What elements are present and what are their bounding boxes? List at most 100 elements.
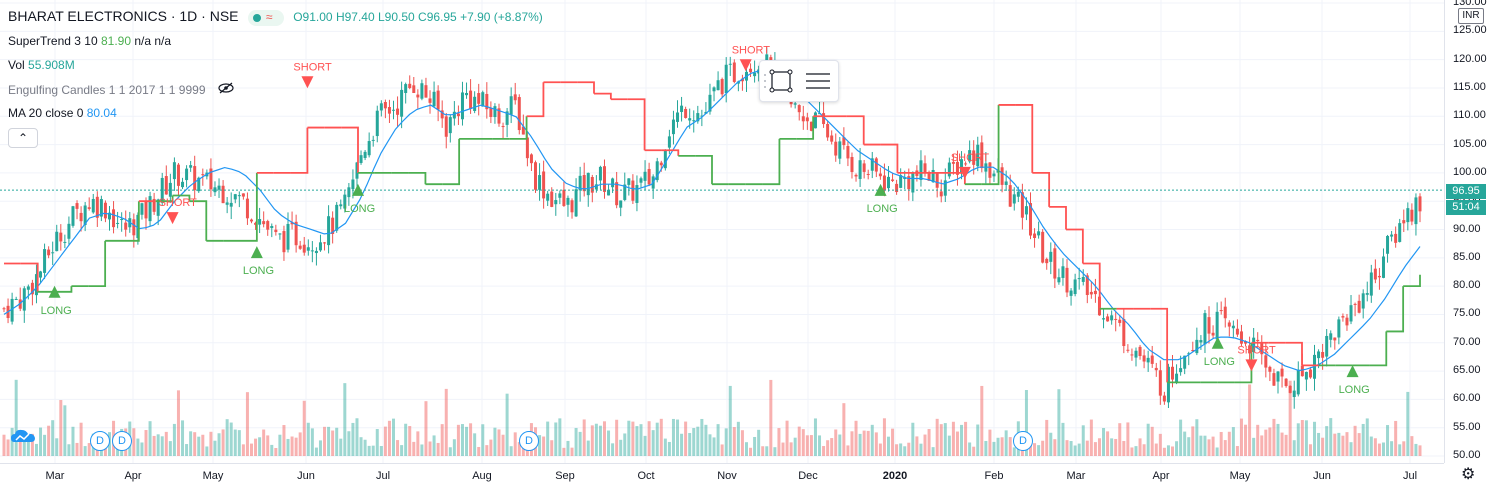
time-tick-label: Aug [472, 470, 492, 482]
indicator-volume[interactable]: Vol 55.908M [8, 58, 75, 72]
candle-body [1008, 185, 1012, 207]
candle-body [99, 199, 103, 217]
candle-body [891, 179, 895, 181]
candle-body [278, 233, 282, 235]
volume-bar [489, 439, 493, 456]
candle-body [144, 201, 148, 219]
candle-body [55, 231, 59, 252]
volume-bar [513, 432, 517, 456]
volume-bar [651, 430, 655, 456]
collapse-legend-button[interactable]: ⌃ [8, 128, 38, 148]
candle-body [91, 198, 95, 213]
candle-body [968, 150, 972, 162]
volume-bar [2, 434, 6, 456]
candle-body [249, 219, 253, 222]
time-axis[interactable]: Mar Apr May Jun Jul Aug Sep Oct Nov Dec 2020 Feb Mar… [0, 463, 1444, 488]
currency-label[interactable]: INR [1458, 8, 1484, 24]
dividend-marker[interactable]: D [1013, 431, 1033, 451]
candle-body [164, 176, 168, 195]
volume-bar [1162, 447, 1166, 456]
gear-icon[interactable]: ⚙ [1461, 466, 1476, 483]
candle-body [749, 68, 753, 73]
candle-body [140, 203, 144, 215]
ma-20-line [3, 70, 1421, 372]
candle-body [1329, 333, 1333, 340]
indicator-ma[interactable]: MA 20 close 0 80.04 [8, 106, 117, 120]
volume-bar [854, 420, 858, 456]
drawing-toolbox[interactable] [759, 60, 839, 102]
volume-bar [452, 439, 456, 456]
candle-body [148, 196, 152, 222]
volume-bar [1138, 438, 1142, 456]
candle-body [262, 221, 266, 225]
volume-bar [809, 435, 813, 456]
candle-body [1085, 275, 1089, 296]
volume-bar [1284, 434, 1288, 456]
volume-bar [1130, 447, 1134, 456]
candle-body [566, 197, 570, 205]
price-tick-label: 70.00 [1453, 335, 1481, 348]
eye-crossed-icon[interactable] [217, 82, 235, 97]
volume-bar [761, 446, 765, 456]
volume-bar [818, 435, 822, 456]
candle-body [1049, 251, 1053, 262]
candle-body [241, 193, 245, 197]
candle-body [972, 150, 976, 165]
supertrend-segment [1032, 171, 1051, 207]
candle-body [1166, 366, 1170, 403]
market-status-pill[interactable]: ≈ [247, 9, 284, 26]
cloud-logo-icon[interactable] [10, 428, 36, 444]
dividend-marker[interactable]: D [112, 431, 132, 451]
volume-bar [578, 431, 582, 456]
candle-body [862, 163, 866, 172]
candle-body [1369, 272, 1373, 296]
candle-body [14, 298, 18, 300]
price-chart[interactable]: LONGSHORTLONGSHORTLONGSHORTLONGSHORTLONG… [0, 0, 1444, 463]
volume-bar [327, 426, 331, 456]
dividend-marker[interactable]: D [519, 431, 539, 451]
volume-bar [310, 428, 314, 456]
candle-body [895, 183, 899, 193]
symbol-title[interactable]: BHARAT ELECTRONICS · 1D · NSE [8, 8, 239, 24]
candle-body [907, 176, 911, 190]
volume-bar [1252, 437, 1256, 456]
volume-bar [1231, 427, 1235, 456]
candle-body [635, 185, 639, 203]
volume-bar [1118, 423, 1122, 456]
candle-body [1211, 332, 1215, 336]
volume-bar [874, 432, 878, 456]
candle-body [237, 195, 241, 197]
volume-bar [270, 444, 274, 456]
volume-bar [1256, 424, 1260, 456]
volume-bar [400, 445, 404, 456]
volume-bar [160, 436, 164, 456]
volume-bar [359, 437, 363, 456]
candle-body [1073, 279, 1077, 295]
volume-bar [830, 438, 834, 456]
candle-body [440, 110, 444, 119]
candle-body [225, 202, 229, 205]
candle-body [30, 282, 34, 295]
candle-body [1296, 369, 1300, 395]
candle-body [1231, 325, 1235, 329]
time-tick-label: Sep [555, 470, 575, 482]
volume-bar [813, 418, 817, 456]
candle-body [976, 144, 980, 167]
dividend-marker[interactable]: D [90, 431, 110, 451]
candle-body [525, 137, 529, 159]
price-axis[interactable]: 130.00 125.00 120.00 115.00 110.00 105.00 100.… [1444, 0, 1494, 463]
candle-body [1288, 385, 1292, 393]
volume-bar [460, 424, 464, 456]
candle-body [919, 160, 923, 180]
volume-bar [1187, 437, 1191, 456]
candle-body [1069, 290, 1073, 296]
volume-bar [801, 429, 805, 456]
candlesticks [2, 47, 1422, 409]
candle-body [67, 223, 71, 239]
candle-body [1146, 357, 1150, 363]
price-tick-label: 60.00 [1453, 392, 1481, 405]
indicator-engulfing[interactable]: Engulfing Candles 1 1 2017 1 1 9999 [8, 82, 235, 97]
indicator-supertrend[interactable]: SuperTrend 3 10 81.90 n/a n/a [8, 34, 171, 48]
ohlc-high: H97.40 [335, 10, 375, 24]
candle-body [432, 91, 436, 107]
